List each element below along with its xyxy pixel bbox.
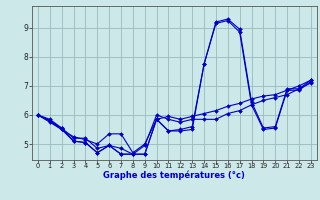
- X-axis label: Graphe des températures (°c): Graphe des températures (°c): [103, 171, 245, 180]
